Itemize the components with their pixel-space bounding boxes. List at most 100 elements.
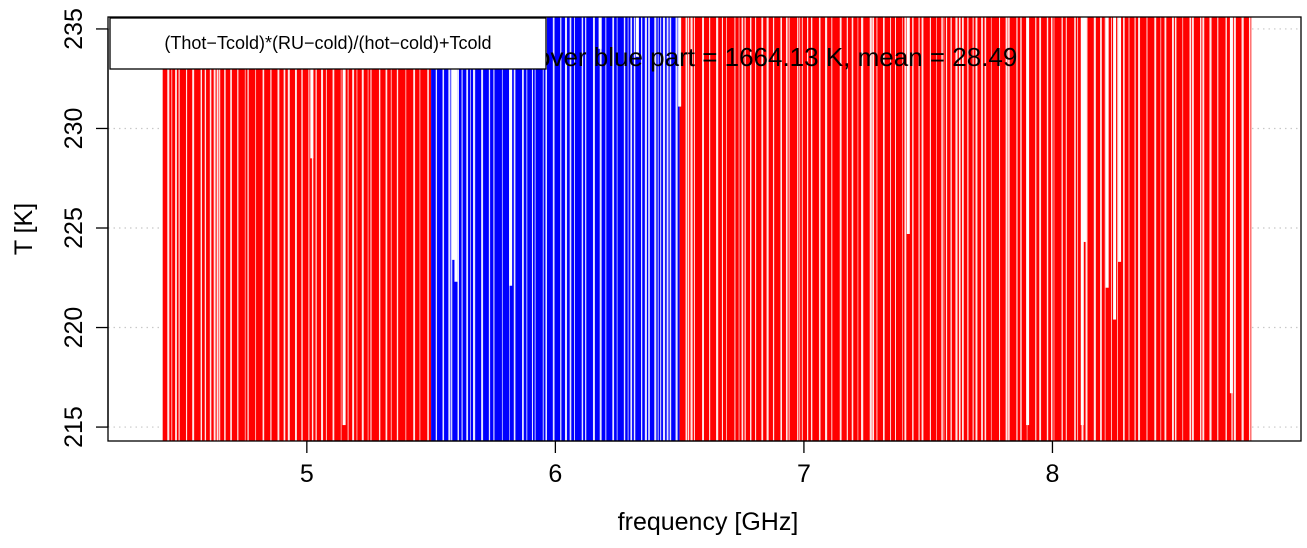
bar-gap [419,17,421,441]
bar-gap [657,17,659,441]
bar-gap [627,17,629,441]
bar-gap [569,17,572,441]
x-tick-label: 5 [300,460,314,488]
bar-gap [633,17,636,441]
bar-gap [370,17,372,441]
bar-gap [1138,17,1141,441]
bar-gap [788,17,790,441]
bar-gap [945,17,948,441]
bar-gap [902,17,903,441]
bar-gap [347,17,349,441]
bar-gap [277,17,280,441]
y-tick-label: 230 [60,108,88,150]
bar-gap [1117,17,1118,441]
bar-gap [361,17,364,441]
bar-gap [219,17,221,441]
bar-gap [950,17,952,441]
bar-gap [175,17,177,441]
bar-gap [513,17,516,441]
bar-gap [975,17,978,441]
bar-gap [213,17,216,441]
bar-gap [1233,17,1236,441]
bar-gap [941,17,943,441]
bar-dip [1118,17,1122,262]
bar-gap [810,17,813,441]
bar-gap [1104,17,1106,441]
bar-gap [766,17,769,441]
bar-dip [454,17,458,282]
bar-gap [799,17,801,441]
bar-gap [1035,17,1037,441]
bar-dip [1083,17,1087,242]
bar-gap [734,17,736,441]
bar-dip [906,17,910,234]
bar-gap [1209,17,1212,441]
bar-gap [1061,17,1063,441]
bar-gap [797,17,799,441]
bar-gap [685,17,688,441]
bar-gap [311,17,314,441]
bar-gap [872,17,875,441]
bar-gap [761,17,764,441]
bar-gap [1005,17,1008,441]
bar-gap [564,17,568,441]
bar-gap [981,17,983,441]
bar-gap [592,17,595,441]
bar-gap [943,17,945,441]
y-tick-label: 235 [60,8,88,50]
bar-gap [488,17,491,441]
bar-gap [1164,17,1167,441]
bar-gap [741,17,744,441]
bar-gap [669,17,672,441]
bar-gap [542,17,544,441]
bar-gap [1225,17,1227,441]
bar-gap [1202,17,1205,441]
bar-dips [310,17,1233,426]
bar-gap [545,17,548,441]
bar-gap [936,17,937,441]
bar-gap [675,17,678,441]
bar-gap [448,17,451,441]
bar-gap [1248,17,1251,441]
bar-gap [585,17,587,441]
bar-gap [972,17,974,441]
x-axis-title: frequency [GHz] [618,508,799,536]
bar-gap [247,17,249,441]
bar-dip [451,17,455,260]
bar-gap [750,17,752,441]
bar-gap [270,17,272,441]
bar-gap [825,17,828,441]
bar-gap [755,17,757,441]
bar-gap [1123,17,1125,441]
bar-gap [385,17,388,441]
bar-gap [929,17,931,441]
bar-gap [315,17,317,441]
bar-gap [200,17,203,441]
bar-dip [1080,17,1084,426]
bar-gap [526,17,528,441]
bar-gap [427,17,429,441]
bar-gap [501,17,503,441]
bar-gap [958,17,961,441]
bar-gap [654,17,657,441]
bar-gap [1110,17,1112,441]
bar-gap [470,17,471,441]
bar-dip [1113,17,1117,320]
bar-gap [493,17,495,441]
bar-dip [1229,17,1233,394]
bar-gap [255,17,257,441]
bar-gap [216,17,219,441]
bar-gap [630,17,633,441]
bar-gap [666,17,669,441]
bar-gap [301,17,303,441]
bar-gap [801,17,803,441]
bar-gap [904,17,907,441]
bar-gap [262,17,265,441]
bar-dip [1105,17,1109,288]
bar-gap [1008,17,1010,441]
bar-gap [405,17,407,441]
bar-gap [895,17,896,441]
bar-gap [451,17,453,441]
bar-gap [308,17,310,441]
bar-dip [310,17,314,159]
